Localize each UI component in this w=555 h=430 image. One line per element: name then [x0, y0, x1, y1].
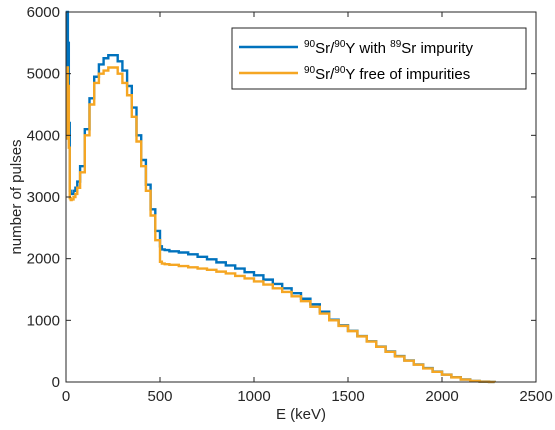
legend: 90Sr/90Y with 89Sr impurity 90Sr/90Y fre… [231, 27, 527, 90]
y-tick-label: 3000 [27, 189, 60, 206]
x-tick-label: 500 [147, 388, 172, 405]
x-axis-title: E (keV) [276, 406, 326, 423]
y-ticks: 0 1000 2000 3000 4000 5000 6000 [27, 4, 536, 391]
y-axis-title: number of pulses [8, 139, 25, 254]
series-layer [65, 10, 496, 384]
x-tick-label: 1500 [331, 388, 364, 405]
legend-label-series-2: 90Sr/90Y free of impurities [304, 65, 470, 83]
y-tick-label: 5000 [27, 66, 60, 83]
x-ticks: 0 500 1000 1500 2000 2500 [62, 12, 553, 405]
series-line-2 [65, 66, 496, 384]
legend-box [231, 27, 527, 90]
y-tick-label: 1000 [27, 312, 60, 329]
x-tick-label: 0 [62, 388, 70, 405]
x-tick-label: 1000 [237, 388, 270, 405]
x-tick-label: 2000 [425, 388, 458, 405]
legend-label-series-1: 90Sr/90Y with 89Sr impurity [304, 39, 473, 57]
y-tick-label: 6000 [27, 4, 60, 21]
x-tick-label: 2500 [519, 388, 552, 405]
y-tick-label: 4000 [27, 127, 60, 144]
y-tick-label: 0 [52, 374, 60, 391]
y-tick-label: 2000 [27, 251, 60, 268]
